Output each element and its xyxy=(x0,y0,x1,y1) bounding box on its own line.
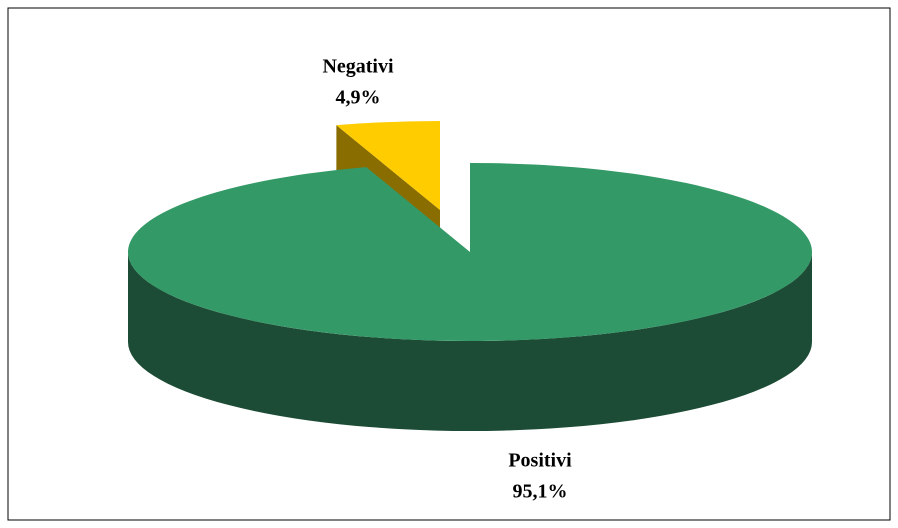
slice-label: Negativi xyxy=(322,56,394,78)
slice xyxy=(336,121,440,210)
slice-value-label: 95,1% xyxy=(513,481,568,503)
slice-side xyxy=(128,252,812,431)
slice-label: Positivi xyxy=(508,450,572,472)
slice-value-label: 4,9% xyxy=(336,87,381,109)
slice xyxy=(128,163,812,342)
